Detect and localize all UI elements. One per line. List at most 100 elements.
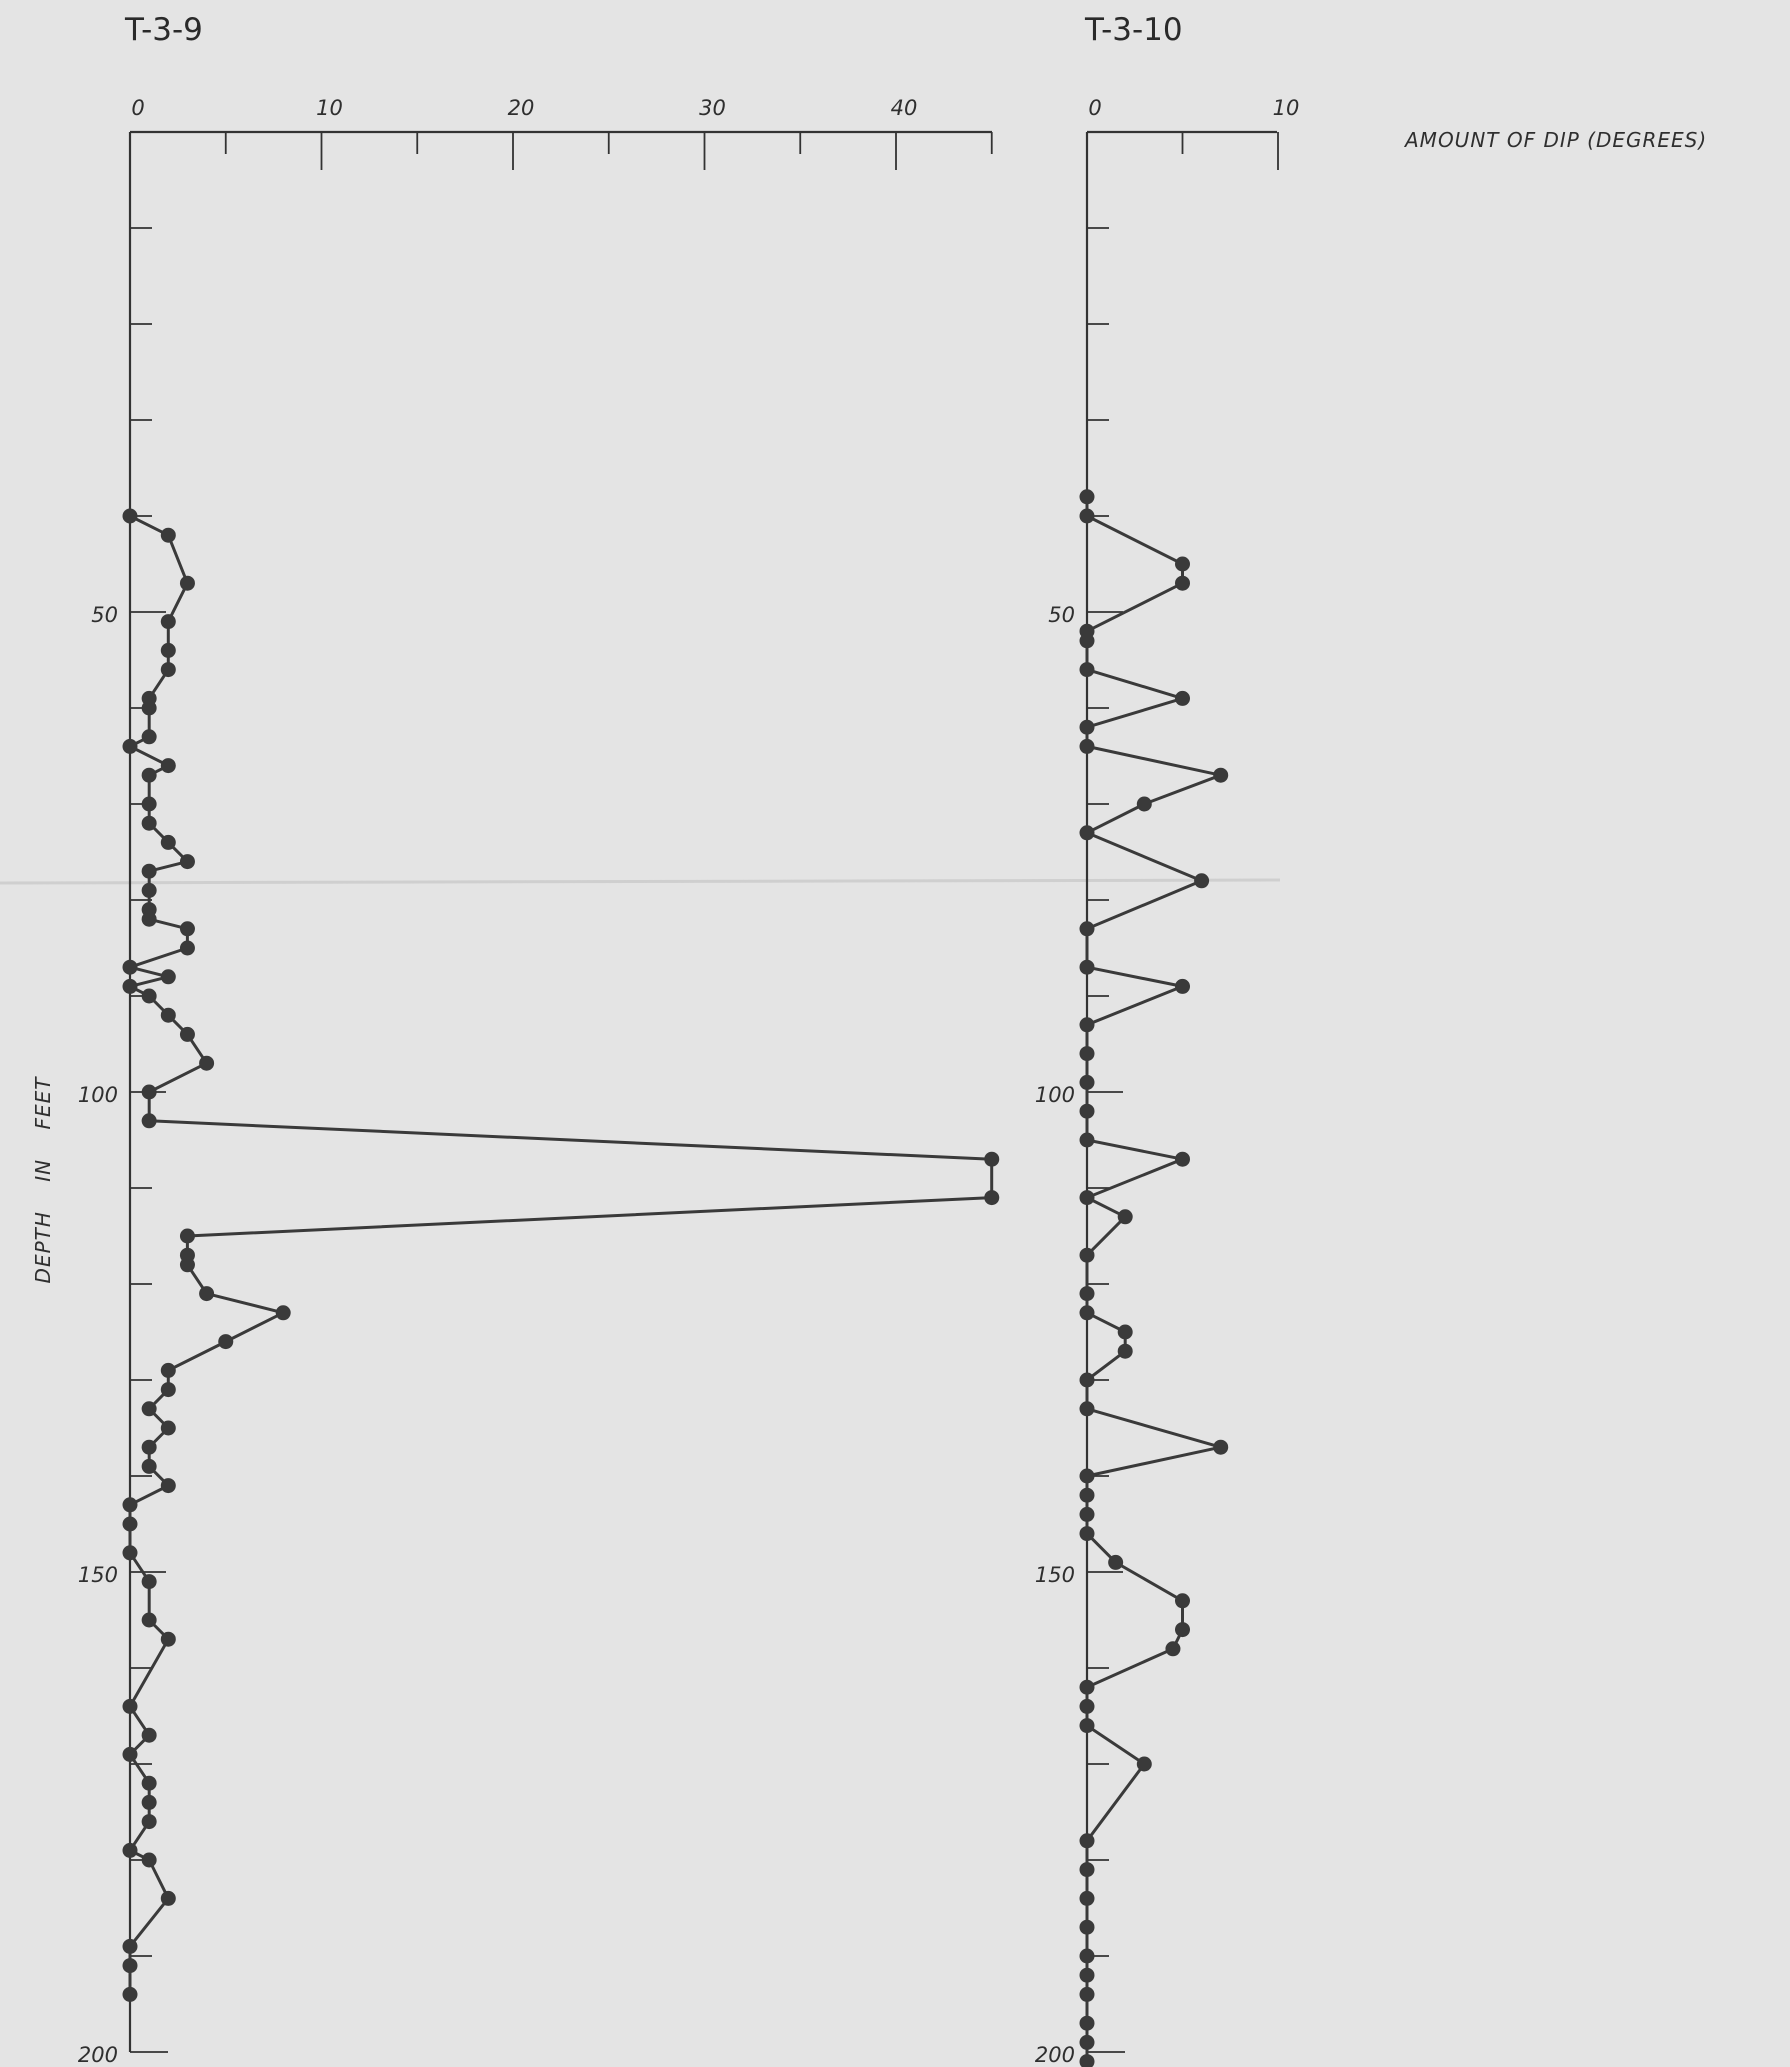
- data-point: [141, 1852, 157, 1868]
- data-point: [1079, 1986, 1095, 2002]
- series-line: [128, 514, 994, 1995]
- data-point: [1117, 1209, 1133, 1225]
- data-point: [1079, 1305, 1095, 1321]
- data-point: [1136, 796, 1152, 812]
- data-point: [160, 1478, 176, 1494]
- data-point: [275, 1305, 291, 1321]
- data-point: [122, 508, 138, 524]
- data-point: [141, 1574, 157, 1590]
- data-point: [1079, 2015, 1095, 2031]
- x-tick-label: 0: [131, 96, 144, 120]
- data-point: [1079, 1046, 1095, 1062]
- data-point: [1079, 1862, 1095, 1878]
- data-point: [1079, 1103, 1095, 1119]
- y-tick-label: 150: [1035, 1563, 1075, 1587]
- chart-title-t-3-10: T-3-10: [1084, 12, 1183, 48]
- x-tick-label: 10: [1273, 96, 1300, 120]
- data-point: [160, 1362, 176, 1378]
- y-tick-label: 150: [78, 1563, 118, 1587]
- data-point: [141, 1439, 157, 1455]
- x-axis-title: AMOUNT OF DIP (DEGREES): [1403, 128, 1707, 152]
- data-point: [141, 700, 157, 716]
- data-point: [1108, 1554, 1124, 1570]
- x-tick-label: 30: [699, 96, 726, 120]
- data-point: [141, 1775, 157, 1791]
- data-point: [141, 1401, 157, 1417]
- data-point: [1079, 1698, 1095, 1714]
- data-point: [1079, 1190, 1095, 1206]
- data-point: [179, 940, 195, 956]
- data-point: [122, 1938, 138, 1954]
- data-point: [1213, 1439, 1229, 1455]
- data-point: [122, 1497, 138, 1513]
- data-point: [1136, 1756, 1152, 1772]
- y-tick-label: 100: [78, 1083, 118, 1107]
- data-point: [160, 1890, 176, 1906]
- data-point: [141, 767, 157, 783]
- data-point: [1079, 1890, 1095, 1906]
- data-point: [1079, 921, 1095, 937]
- data-point: [1079, 1017, 1095, 1033]
- data-point: [160, 1631, 176, 1647]
- data-point: [1175, 1593, 1190, 1609]
- data-point: [1079, 508, 1095, 524]
- series-line: [1085, 496, 1223, 2062]
- data-point: [122, 1746, 138, 1762]
- data-point: [122, 1698, 138, 1714]
- data-point: [141, 1084, 157, 1100]
- data-point: [1079, 1718, 1095, 1734]
- data-point: [1079, 825, 1095, 841]
- chart-panel-t-3-9: T-3-9 0 10 20 30 40 50 100 150 200: [78, 12, 1000, 2067]
- data-point: [1079, 719, 1095, 735]
- y-tick-label: 200: [78, 2043, 118, 2067]
- data-point: [160, 1007, 176, 1023]
- data-point: [179, 1228, 195, 1244]
- chart-panel-t-3-10: T-3-10 0 10 50 100 150 200: [1035, 12, 1299, 2067]
- data-point: [1175, 978, 1190, 994]
- data-point: [1079, 1468, 1095, 1484]
- data-point: [122, 959, 138, 975]
- data-point: [1079, 1506, 1095, 1522]
- data-point: [1175, 690, 1190, 706]
- data-point: [160, 642, 176, 658]
- data-point: [160, 527, 176, 543]
- data-point: [1079, 662, 1095, 678]
- data-point: [1079, 1132, 1095, 1148]
- data-point: [160, 969, 176, 985]
- data-point: [1079, 1372, 1095, 1388]
- data-point: [1117, 1343, 1133, 1359]
- data-point: [1079, 2034, 1095, 2050]
- data-point: [179, 854, 195, 870]
- data-point: [1079, 1679, 1095, 1695]
- data-point: [122, 1842, 138, 1858]
- data-point: [984, 1190, 1000, 1206]
- chart-title-t-3-9: T-3-9: [124, 12, 203, 48]
- data-point: [1079, 1286, 1095, 1302]
- data-point: [141, 1727, 157, 1743]
- data-point: [179, 575, 195, 591]
- data-point: [122, 1986, 138, 2002]
- data-point: [122, 1958, 138, 1974]
- data-point: [199, 1286, 215, 1302]
- data-point: [160, 662, 176, 678]
- data-point: [1175, 1151, 1190, 1167]
- data-point: [1117, 1324, 1133, 1340]
- y-axis-title: DEPTH IN FEET: [31, 1076, 55, 1284]
- data-point: [1079, 489, 1095, 505]
- data-point: [1079, 1919, 1095, 1935]
- data-point: [1079, 1833, 1095, 1849]
- data-point: [141, 863, 157, 879]
- data-point: [1175, 1622, 1190, 1638]
- data-point: [1079, 633, 1095, 649]
- data-point: [141, 1794, 157, 1810]
- data-point: [179, 1257, 195, 1273]
- x-tick-label: 40: [891, 96, 918, 120]
- data-point: [122, 1545, 138, 1561]
- data-point: [1165, 1641, 1181, 1657]
- data-point: [1079, 1401, 1095, 1417]
- data-point: [160, 758, 176, 774]
- data-point: [122, 978, 138, 994]
- data-point: [1079, 2054, 1095, 2067]
- data-point: [141, 796, 157, 812]
